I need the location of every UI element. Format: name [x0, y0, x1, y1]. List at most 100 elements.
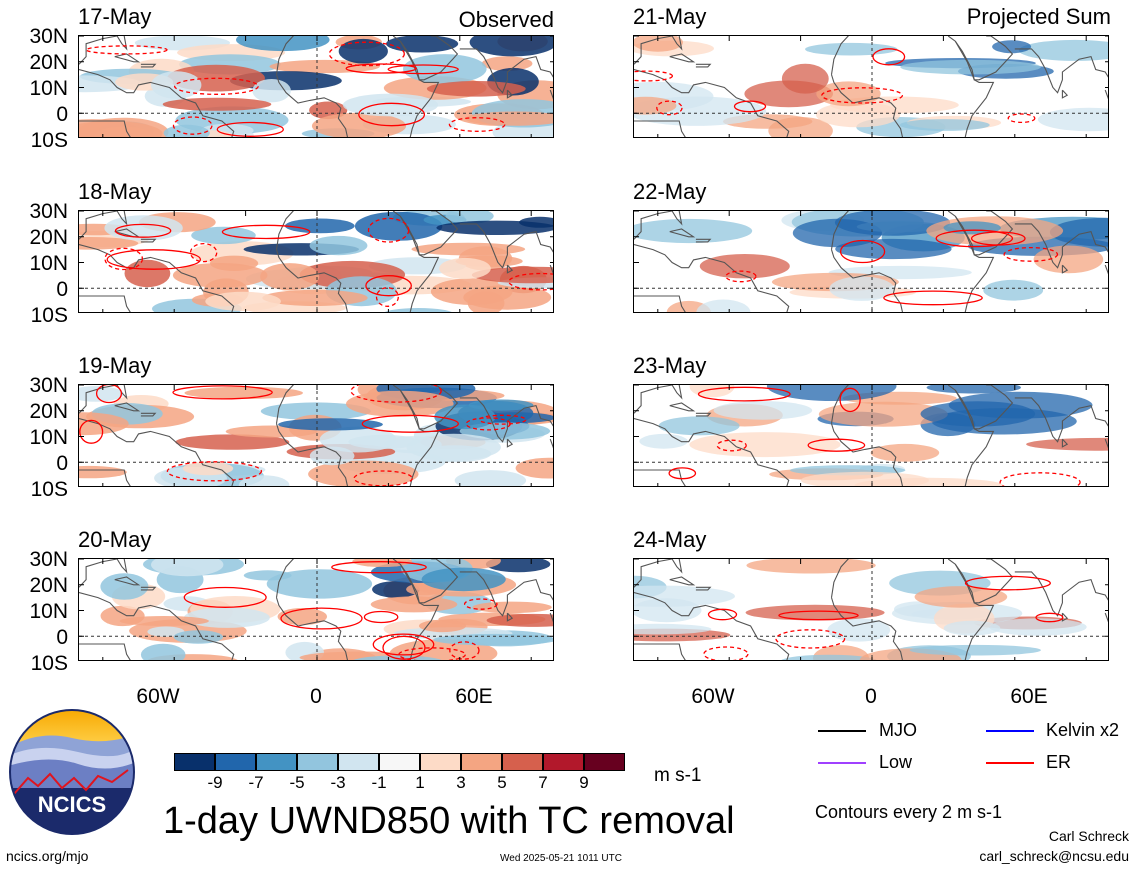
er-contour — [1003, 246, 1059, 262]
date-label: 20-May — [78, 527, 152, 552]
colorbar-tick-label: 5 — [497, 773, 507, 792]
coastline — [79, 417, 235, 486]
wind-anomaly-blob — [834, 211, 951, 236]
contour-note: Contours every 2 m s-1 — [815, 802, 1003, 822]
wind-anomaly-blob — [634, 623, 712, 635]
footer-email[interactable]: carl_schreck@ncsu.edu — [979, 848, 1129, 864]
lat-tick-label: 20N — [29, 51, 68, 74]
coastline — [669, 228, 696, 238]
coastline — [392, 559, 440, 660]
wind-anomaly-blob — [481, 56, 533, 71]
er-contour — [280, 607, 363, 630]
coastline — [830, 74, 904, 137]
date-label: 19-May — [78, 353, 152, 378]
colorbar-swatch — [543, 753, 584, 771]
wind-anomaly-blob — [418, 619, 467, 633]
coastline — [459, 397, 553, 443]
colorbar-tick-label: 7 — [538, 773, 548, 792]
lat-tick-label: 10S — [30, 652, 68, 675]
colorbar-swatch — [338, 753, 379, 771]
coastline — [695, 238, 712, 243]
coastline — [275, 74, 349, 137]
map-panel-17-may — [78, 35, 554, 138]
coastline — [669, 402, 696, 412]
wind-anomaly-blob — [238, 475, 290, 486]
wind-anomaly-blob — [909, 644, 1041, 656]
lon-tick-label: 60E — [455, 685, 493, 708]
coastline — [114, 53, 141, 63]
map-panel-19-may — [78, 384, 554, 487]
er-contour — [367, 217, 410, 243]
wind-anomaly-blob — [515, 457, 553, 479]
coastline — [830, 385, 849, 424]
er-contour — [365, 275, 412, 297]
coastline — [1104, 264, 1108, 275]
lat-tick-label: 20N — [29, 400, 68, 423]
coastline — [947, 211, 995, 312]
wind-anomaly-blob — [486, 613, 553, 627]
coastline — [1061, 89, 1069, 99]
wind-anomaly-blob — [1018, 39, 1108, 61]
wind-anomaly-blob — [342, 93, 439, 117]
wind-anomaly-blob — [745, 604, 885, 621]
footer-url[interactable]: ncics.org/mjo — [6, 848, 89, 864]
wind-anomaly-blob — [319, 426, 397, 453]
er-contour — [707, 608, 738, 621]
date-label: 21-May — [633, 4, 707, 29]
coastline — [140, 238, 157, 243]
legend-swatch-er — [986, 762, 1034, 764]
wind-anomaly-blob — [433, 633, 553, 646]
coastline — [79, 36, 128, 65]
er-contour — [173, 77, 259, 95]
colorbar-swatch — [256, 753, 297, 771]
coastline — [79, 120, 131, 137]
wind-anomaly-blob — [445, 211, 494, 224]
wind-anomaly-blob — [713, 401, 813, 420]
date-label: 22-May — [633, 179, 707, 204]
coastline — [1104, 89, 1108, 100]
wind-anomaly-blob — [162, 97, 272, 111]
wind-anomaly-blob — [439, 257, 491, 280]
coastline — [114, 402, 141, 412]
coastline — [1061, 438, 1069, 448]
wind-anomaly-blob — [140, 643, 186, 660]
lat-tick-label: 30N — [29, 374, 68, 397]
wind-anomaly-blob — [79, 117, 169, 137]
er-contour — [387, 64, 459, 75]
coastline — [830, 249, 904, 312]
wind-anomaly-blob — [184, 386, 303, 399]
er-contour — [839, 387, 861, 413]
coastline — [459, 223, 553, 269]
wind-anomaly-blob — [800, 471, 930, 486]
lat-tick-label: 10N — [29, 77, 68, 100]
map-panel-22-may — [633, 210, 1109, 313]
logo-text: NCICS — [38, 792, 106, 817]
er-contour — [331, 561, 427, 574]
er-contour — [463, 598, 498, 610]
legend-label: Kelvin x2 — [1046, 720, 1120, 740]
wind-anomaly-blob — [278, 418, 383, 431]
legend-swatch-low — [818, 762, 866, 764]
wind-anomaly-blob — [119, 616, 209, 626]
wind-anomaly-blob — [260, 402, 371, 420]
legend-swatch-kelvin — [986, 730, 1034, 732]
lat-tick-label: 30N — [29, 200, 68, 223]
er-contour — [807, 438, 866, 452]
wind-anomaly-blob — [485, 559, 551, 573]
coastline — [669, 53, 696, 63]
lon-tick-label: 60W — [136, 685, 180, 708]
coastline — [79, 591, 235, 660]
wind-anomaly-blob — [403, 54, 487, 84]
coastline — [114, 576, 141, 586]
wind-anomaly-blob — [370, 596, 458, 613]
lat-tick-label: 10S — [30, 304, 68, 327]
colorbar-swatch — [297, 753, 338, 771]
coastline — [399, 211, 459, 256]
coastline — [947, 385, 995, 486]
wind-anomaly-blob — [354, 211, 443, 241]
lat-tick-label: 0 — [56, 626, 68, 649]
colorbar-tick-label: -1 — [371, 773, 387, 792]
colorbar-swatch — [461, 753, 502, 771]
coastline — [695, 412, 712, 417]
legend-label: ER — [1046, 752, 1072, 772]
